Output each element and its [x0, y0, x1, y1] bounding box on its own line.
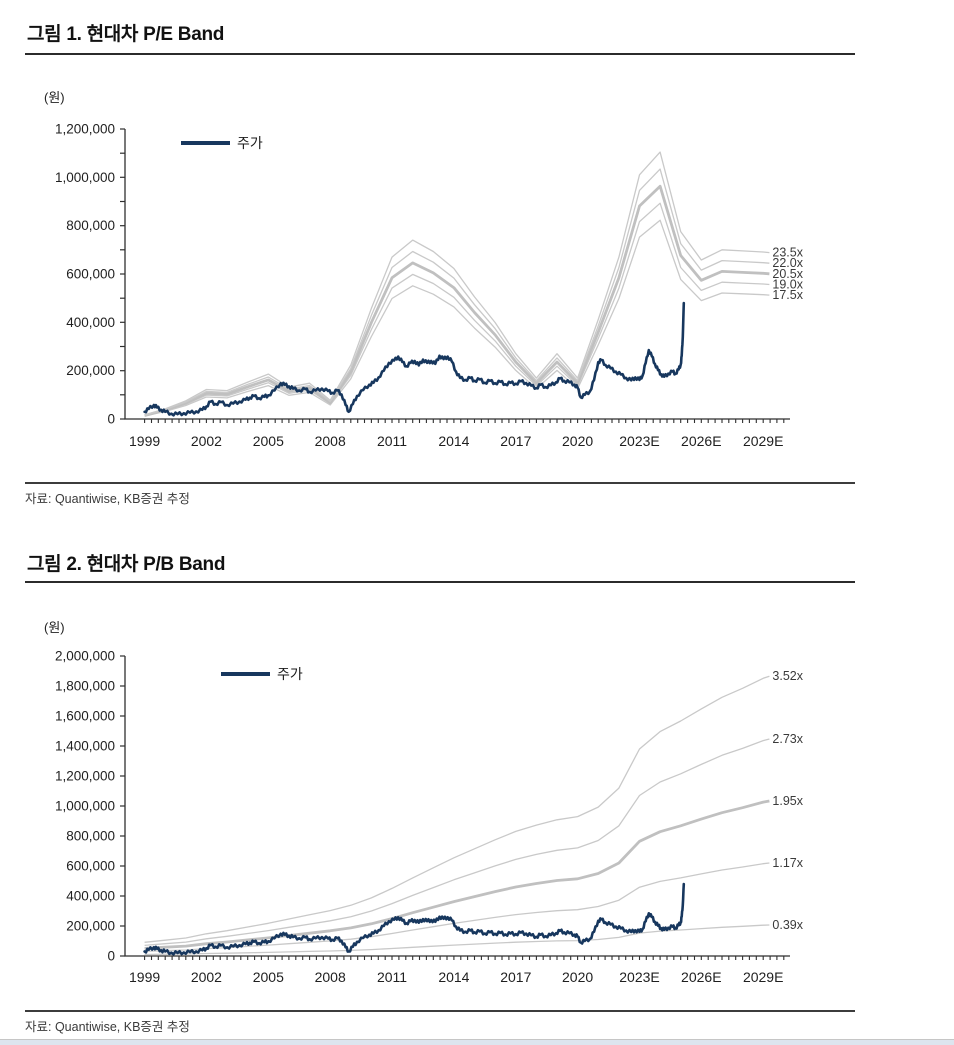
figure2-source-rule: [25, 1010, 855, 1012]
figure2-title-rule: [25, 581, 855, 583]
y-tick-label: 1,000,000: [55, 799, 115, 814]
figure2-title: 그림 2. 현대차 P/B Band: [27, 554, 226, 575]
x-tick-label: 2005: [253, 433, 284, 449]
y-tick-label: 600,000: [66, 859, 115, 874]
band-multiple-label: 22.0x: [772, 256, 803, 270]
bottom-strip: [0, 1039, 954, 1045]
pe-band-chart: 0 200,000 400,000 600,000 800,000 1,000,000 1,…: [55, 122, 804, 450]
x-tick-label: 2014: [438, 433, 469, 449]
figure1-title-rule: [25, 53, 855, 55]
price-line-legend-label: 주가: [237, 135, 263, 151]
x-tick-label: 2029E: [743, 969, 783, 985]
x-tick-label: 2017: [500, 969, 531, 985]
y-tick-label: 1,000,000: [55, 170, 115, 185]
pb-band-chart-band-line: [144, 675, 770, 943]
pe-band-chart-band-line: [144, 168, 770, 416]
x-tick-label: 2020: [562, 433, 593, 449]
band-multiple-label: 0.39x: [772, 918, 803, 932]
y-tick-label: 200,000: [66, 919, 115, 934]
figure1-y-axis-unit: (원): [44, 90, 65, 105]
y-tick-label: 1,200,000: [55, 769, 115, 784]
band-multiple-label: 2.73x: [772, 732, 803, 746]
y-tick-label: 1,400,000: [55, 739, 115, 754]
y-tick-label: 400,000: [66, 315, 115, 330]
pb-band-chart-band-line: [144, 738, 770, 947]
figure1-legend: 주가: [181, 133, 263, 153]
x-tick-label: 2026E: [681, 433, 721, 449]
pe-band-chart-band-line: [144, 151, 770, 416]
band-multiple-label: 3.52x: [772, 669, 803, 683]
x-tick-label: 2020: [562, 969, 593, 985]
band-multiple-label: 19.0x: [772, 278, 803, 292]
price-line-legend-swatch: [221, 672, 270, 676]
band-multiple-label: 23.5x: [772, 246, 803, 260]
band-multiple-label: 1.17x: [772, 856, 803, 870]
price-line: [143, 882, 686, 956]
x-tick-label: 2026E: [681, 969, 721, 985]
x-tick-label: 2002: [191, 433, 222, 449]
pe-band-chart-band-line: [144, 219, 770, 417]
band-multiple-label: 20.5x: [772, 267, 803, 281]
pb-band-chart-band-line: [144, 799, 770, 950]
x-tick-label: 2014: [438, 969, 469, 985]
figure1-source-rule: [25, 482, 855, 484]
x-tick-label: 1999: [129, 969, 160, 985]
price-line: [143, 301, 686, 417]
x-tick-label: 2023E: [619, 433, 659, 449]
y-tick-label: 800,000: [66, 829, 115, 844]
axis-lines: [124, 656, 790, 957]
figure2-y-axis-unit: (원): [44, 620, 65, 635]
y-tick-label: 1,200,000: [55, 122, 115, 137]
figure2-source: 자료: Quantiwise, KB증권 추정: [25, 1020, 190, 1034]
y-tick-label: 0: [107, 949, 115, 964]
band-multiple-label: 1.95x: [772, 794, 803, 808]
y-tick-label: 0: [107, 412, 115, 427]
figure2-legend: 주가: [221, 664, 303, 684]
x-tick-label: 2008: [315, 969, 346, 985]
price-line-legend-label: 주가: [277, 666, 303, 682]
x-tick-label: 1999: [129, 433, 160, 449]
x-tick-label: 2011: [377, 433, 407, 449]
x-tick-label: 2017: [500, 433, 531, 449]
y-tick-label: 2,000,000: [55, 649, 115, 664]
x-tick-label: 2029E: [743, 433, 783, 449]
y-tick-label: 600,000: [66, 267, 115, 282]
x-tick-label: 2011: [377, 969, 407, 985]
y-tick-label: 1,800,000: [55, 679, 115, 694]
pe-band-chart-band-line: [144, 202, 770, 417]
pb-band-chart-band-line: [144, 862, 770, 953]
price-line-legend-swatch: [181, 141, 230, 145]
y-tick-label: 800,000: [66, 218, 115, 233]
pb-band-chart: 0 200,000 400,000 600,000 800,000 1,000,000 1,…: [55, 649, 804, 986]
figure1-title: 그림 1. 현대차 P/E Band: [27, 24, 225, 45]
x-tick-label: 2008: [315, 433, 346, 449]
figure1-source: 자료: Quantiwise, KB증권 추정: [25, 492, 190, 506]
x-tick-label: 2002: [191, 969, 222, 985]
x-tick-label: 2005: [253, 969, 284, 985]
pb-band-chart-band-line: [144, 924, 770, 956]
y-tick-label: 400,000: [66, 889, 115, 904]
pe-band-chart-band-line: [144, 184, 770, 417]
y-tick-label: 1,600,000: [55, 709, 115, 724]
band-multiple-label: 17.5x: [772, 288, 803, 302]
x-tick-label: 2023E: [619, 969, 659, 985]
y-tick-label: 200,000: [66, 363, 115, 378]
